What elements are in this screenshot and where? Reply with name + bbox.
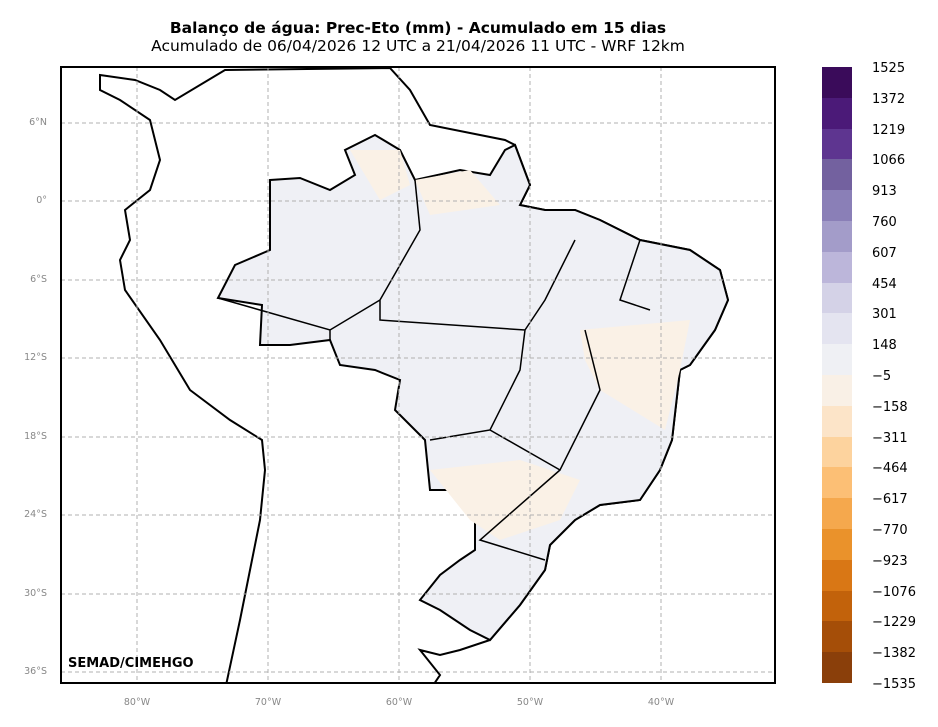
- colorbar-segment: [822, 190, 852, 221]
- colorbar-segment: [822, 405, 852, 437]
- positive-balance-patches: [350, 150, 690, 540]
- colorbar-segment: [822, 128, 852, 160]
- lon-tick: 50°W: [516, 697, 544, 708]
- lon-tick: 70°W: [254, 697, 282, 708]
- colorbar-segment: [822, 67, 852, 98]
- colorbar-label: −1076: [872, 584, 916, 600]
- colorbar-segment: [822, 97, 852, 129]
- credit-label: SEMAD/CIMEHGO: [68, 656, 194, 671]
- colorbar-segment: [822, 159, 852, 191]
- lat-tick: 6°N: [29, 117, 47, 128]
- colorbar-segment: [822, 528, 852, 560]
- colorbar-segment: [822, 621, 852, 653]
- colorbar-label: 1066: [872, 153, 906, 169]
- lat-tick: 12°S: [24, 352, 47, 363]
- colorbar-label: 1219: [872, 122, 906, 138]
- state-borders: [217, 179, 651, 561]
- colorbar-label: −1229: [872, 615, 916, 631]
- lon-tick: 60°W: [385, 697, 413, 708]
- colorbar-label: −464: [872, 461, 908, 477]
- colorbar-segment: [822, 436, 852, 468]
- colorbar: [822, 67, 852, 683]
- lat-tick: 0°: [36, 195, 47, 206]
- lat-tick: 30°S: [24, 588, 47, 599]
- gridlines: [61, 67, 775, 683]
- lat-tick: 36°S: [24, 666, 47, 677]
- colorbar-segment: [822, 220, 852, 252]
- lat-tick: 18°S: [24, 431, 47, 442]
- colorbar-label: 760: [872, 215, 897, 230]
- colorbar-label: 454: [872, 276, 897, 292]
- colorbar-label: −1535: [872, 677, 916, 692]
- colorbar-label: −1382: [872, 646, 916, 662]
- colorbar-label: −770: [872, 523, 908, 538]
- map-frame: [60, 66, 776, 684]
- lon-tick: 80°W: [123, 697, 151, 708]
- lon-tick: 40°W: [647, 697, 675, 708]
- colorbar-label: 607: [872, 245, 897, 261]
- colorbar-segment: [822, 344, 852, 375]
- colorbar-label: −5: [872, 369, 892, 384]
- colorbar-segment: [822, 251, 852, 283]
- map-subtitle: Acumulado de 06/04/2026 12 UTC a 21/04/2…: [151, 37, 685, 55]
- colorbar-segment: [822, 590, 852, 622]
- colorbar-label: −311: [872, 430, 908, 446]
- lat-tick: 6°S: [30, 274, 47, 285]
- colorbar-label: 148: [872, 338, 897, 354]
- colorbar-label: −923: [872, 553, 908, 569]
- colorbar-label: −617: [872, 492, 908, 508]
- colorbar-segment: [822, 559, 852, 591]
- colorbar-label: −158: [872, 399, 908, 415]
- colorbar-label: 913: [872, 184, 897, 200]
- colorbar-segment: [822, 498, 852, 529]
- colorbar-segment: [822, 652, 852, 683]
- map-title: Balanço de água: Prec-Eto (mm) - Acumula…: [169, 19, 667, 37]
- colorbar-label: 301: [872, 307, 897, 323]
- lat-tick: 24°S: [24, 509, 47, 520]
- colorbar-segment: [822, 282, 852, 314]
- brazil-region: [216, 133, 730, 642]
- colorbar-segment: [822, 374, 852, 406]
- colorbar-label: 1372: [872, 91, 906, 107]
- colorbar-label: 1525: [872, 61, 906, 76]
- colorbar-segment: [822, 467, 852, 499]
- colorbar-segment: [822, 313, 852, 345]
